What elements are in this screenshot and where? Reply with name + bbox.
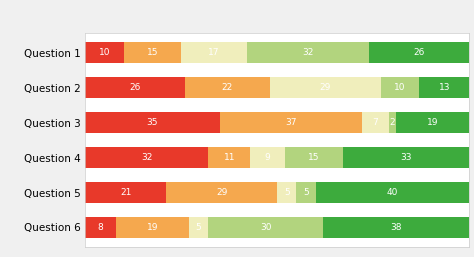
Bar	[85, 147, 208, 168]
Bar	[85, 112, 219, 133]
Text: 32: 32	[141, 153, 153, 162]
Text: 15: 15	[308, 153, 319, 162]
Bar	[85, 77, 185, 98]
Text: 30: 30	[260, 223, 272, 232]
Text: 8: 8	[98, 223, 103, 232]
Bar	[219, 112, 362, 133]
Bar	[85, 42, 124, 63]
Text: 19: 19	[147, 223, 158, 232]
Text: 33: 33	[400, 153, 411, 162]
Text: 29: 29	[319, 83, 331, 92]
Bar	[362, 112, 389, 133]
Bar	[185, 77, 270, 98]
Bar	[124, 42, 181, 63]
Bar	[285, 147, 343, 168]
Text: 22: 22	[222, 83, 233, 92]
Text: 9: 9	[265, 153, 271, 162]
Text: 5: 5	[303, 188, 309, 197]
Bar	[419, 77, 469, 98]
Bar	[270, 77, 381, 98]
Bar	[85, 217, 116, 238]
Bar	[396, 112, 469, 133]
Text: 5: 5	[196, 223, 201, 232]
Text: 2: 2	[390, 118, 395, 127]
Bar	[208, 217, 323, 238]
Bar	[381, 77, 419, 98]
Bar	[181, 42, 246, 63]
Bar	[343, 147, 469, 168]
Text: 5: 5	[284, 188, 290, 197]
Text: 10: 10	[99, 48, 110, 57]
Bar	[277, 182, 296, 203]
Bar	[316, 182, 469, 203]
Text: 38: 38	[391, 223, 402, 232]
Text: 29: 29	[216, 188, 228, 197]
Bar	[208, 147, 250, 168]
Bar	[250, 147, 285, 168]
Text: 11: 11	[224, 153, 235, 162]
Bar	[296, 182, 316, 203]
Text: 7: 7	[372, 118, 378, 127]
Text: 32: 32	[302, 48, 314, 57]
Bar	[116, 217, 189, 238]
Bar	[85, 182, 166, 203]
Text: 17: 17	[208, 48, 219, 57]
Bar	[389, 112, 396, 133]
Bar	[189, 217, 208, 238]
Bar	[323, 217, 469, 238]
Text: 19: 19	[427, 118, 438, 127]
Text: 21: 21	[120, 188, 131, 197]
Text: 37: 37	[285, 118, 296, 127]
Text: 35: 35	[147, 118, 158, 127]
Text: 15: 15	[147, 48, 158, 57]
Text: 40: 40	[387, 188, 398, 197]
Text: 26: 26	[414, 48, 425, 57]
Bar	[369, 42, 469, 63]
Bar	[246, 42, 369, 63]
Text: 13: 13	[438, 83, 450, 92]
Bar	[166, 182, 277, 203]
Text: 26: 26	[129, 83, 141, 92]
Text: 10: 10	[394, 83, 406, 92]
